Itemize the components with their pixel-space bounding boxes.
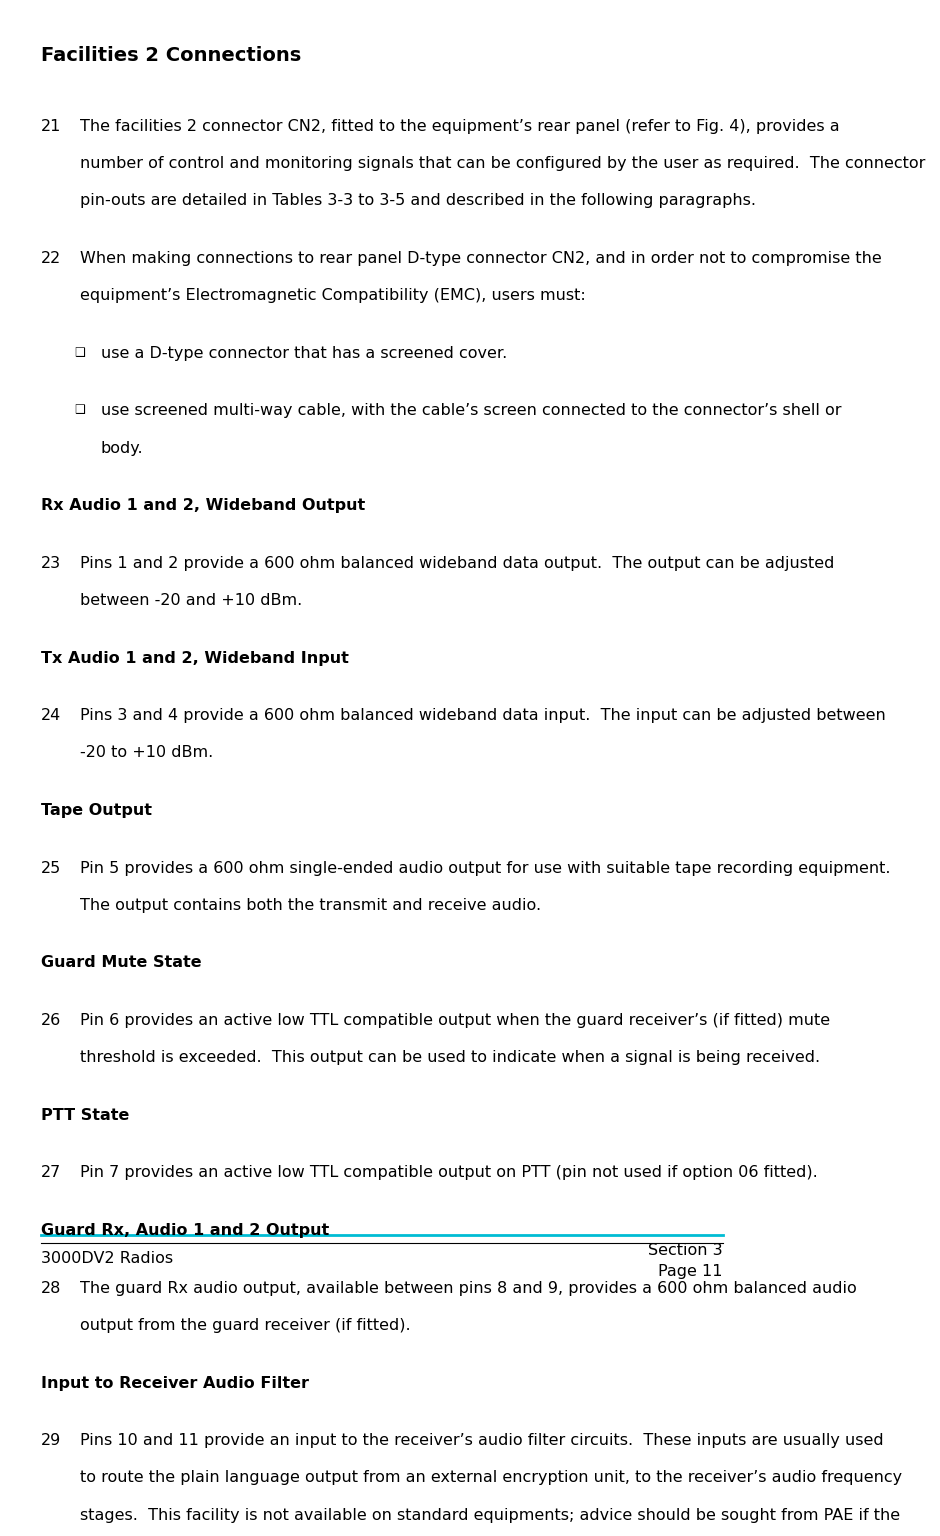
Text: use screened multi-way cable, with the cable’s screen connected to the connector: use screened multi-way cable, with the c… (101, 404, 841, 418)
Text: stages.  This facility is not available on standard equipments; advice should be: stages. This facility is not available o… (80, 1507, 900, 1522)
Text: The facilities 2 connector CN2, fitted to the equipment’s rear panel (refer to F: The facilities 2 connector CN2, fitted t… (80, 118, 839, 134)
Text: ❑: ❑ (74, 346, 86, 359)
Text: Pin 6 provides an active low TTL compatible output when the guard receiver’s (if: Pin 6 provides an active low TTL compati… (80, 1014, 830, 1028)
Text: Pins 1 and 2 provide a 600 ohm balanced wideband data output.  The output can be: Pins 1 and 2 provide a 600 ohm balanced … (80, 556, 834, 571)
Text: Pins 10 and 11 provide an input to the receiver’s audio filter circuits.  These : Pins 10 and 11 provide an input to the r… (80, 1433, 884, 1448)
Text: Pin 5 provides a 600 ohm single-ended audio output for use with suitable tape re: Pin 5 provides a 600 ohm single-ended au… (80, 860, 890, 876)
Text: to route the plain language output from an external encryption unit, to the rece: to route the plain language output from … (80, 1470, 901, 1485)
Text: number of control and monitoring signals that can be configured by the user as r: number of control and monitoring signals… (80, 157, 925, 170)
Text: Page 11: Page 11 (658, 1264, 723, 1279)
Text: Pin 7 provides an active low TTL compatible output on PTT (pin not used if optio: Pin 7 provides an active low TTL compati… (80, 1166, 818, 1181)
Text: 21: 21 (41, 118, 61, 134)
Text: Rx Audio 1 and 2, Wideband Output: Rx Audio 1 and 2, Wideband Output (41, 498, 366, 513)
Text: 3000DV2 Radios: 3000DV2 Radios (41, 1252, 173, 1266)
Text: Tx Audio 1 and 2, Wideband Input: Tx Audio 1 and 2, Wideband Input (41, 651, 349, 665)
Text: threshold is exceeded.  This output can be used to indicate when a signal is bei: threshold is exceeded. This output can b… (80, 1051, 820, 1066)
Text: 29: 29 (41, 1433, 61, 1448)
Text: 25: 25 (41, 860, 61, 876)
Text: The guard Rx audio output, available between pins 8 and 9, provides a 600 ohm ba: The guard Rx audio output, available bet… (80, 1281, 856, 1296)
Text: ❑: ❑ (74, 404, 86, 416)
Text: When making connections to rear panel D-type connector CN2, and in order not to : When making connections to rear panel D-… (80, 250, 882, 266)
Text: 22: 22 (41, 250, 61, 266)
Text: Pins 3 and 4 provide a 600 ohm balanced wideband data input.  The input can be a: Pins 3 and 4 provide a 600 ohm balanced … (80, 708, 885, 723)
Text: Section 3: Section 3 (649, 1243, 723, 1258)
Text: pin-outs are detailed in Tables 3-3 to 3-5 and described in the following paragr: pin-outs are detailed in Tables 3-3 to 3… (80, 194, 756, 209)
Text: between -20 and +10 dBm.: between -20 and +10 dBm. (80, 593, 302, 608)
Text: -20 to +10 dBm.: -20 to +10 dBm. (80, 745, 213, 760)
Text: 27: 27 (41, 1166, 61, 1181)
Text: 28: 28 (41, 1281, 61, 1296)
Text: use a D-type connector that has a screened cover.: use a D-type connector that has a screen… (101, 346, 507, 361)
Text: 24: 24 (41, 708, 61, 723)
Text: Facilities 2 Connections: Facilities 2 Connections (41, 46, 301, 66)
Text: equipment’s Electromagnetic Compatibility (EMC), users must:: equipment’s Electromagnetic Compatibilit… (80, 289, 586, 303)
Text: Tape Output: Tape Output (41, 803, 152, 819)
Text: 23: 23 (41, 556, 61, 571)
Text: Guard Rx, Audio 1 and 2 Output: Guard Rx, Audio 1 and 2 Output (41, 1223, 329, 1238)
Text: The output contains both the transmit and receive audio.: The output contains both the transmit an… (80, 899, 540, 912)
Text: output from the guard receiver (if fitted).: output from the guard receiver (if fitte… (80, 1318, 411, 1333)
Text: Input to Receiver Audio Filter: Input to Receiver Audio Filter (41, 1376, 309, 1390)
Text: Guard Mute State: Guard Mute State (41, 955, 201, 971)
Text: body.: body. (101, 441, 143, 456)
Text: 26: 26 (41, 1014, 61, 1028)
Text: PTT State: PTT State (41, 1107, 130, 1123)
